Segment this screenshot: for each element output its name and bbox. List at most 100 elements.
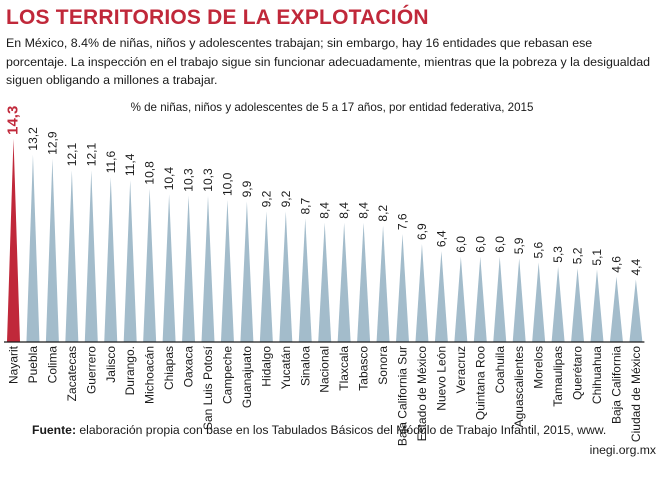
bar-21 bbox=[415, 244, 429, 342]
value-label-19: 8,2 bbox=[376, 205, 390, 222]
bar-29 bbox=[571, 268, 585, 342]
category-label-12: Guanajuato bbox=[240, 346, 254, 408]
bar-22 bbox=[434, 251, 448, 342]
value-label-23: 6,0 bbox=[454, 236, 468, 253]
bar-0 bbox=[7, 138, 20, 342]
value-label-16: 8,4 bbox=[318, 202, 332, 219]
value-label-30: 5,1 bbox=[590, 249, 604, 266]
bar-4 bbox=[84, 170, 98, 342]
value-label-5: 11,6 bbox=[104, 151, 118, 174]
value-label-15: 8,7 bbox=[298, 197, 312, 214]
category-label-15: Sinaloa bbox=[298, 346, 312, 386]
value-label-17: 8,4 bbox=[337, 202, 351, 219]
bar-13 bbox=[259, 211, 273, 342]
value-label-1: 13,2 bbox=[26, 127, 40, 151]
source-url: inegi.org.mx bbox=[589, 443, 656, 457]
category-label-11: Campeche bbox=[220, 346, 234, 404]
value-label-13: 9,2 bbox=[259, 190, 273, 207]
category-label-20: Baja California Sur bbox=[396, 346, 410, 446]
bar-9 bbox=[182, 195, 196, 342]
category-label-6: Durango. bbox=[123, 346, 137, 395]
category-label-16: Nacional bbox=[318, 346, 332, 393]
value-label-18: 8,4 bbox=[357, 202, 371, 219]
value-label-14: 9,2 bbox=[279, 190, 293, 207]
category-label-5: Jalisco bbox=[104, 346, 118, 383]
category-label-22: Nuevo León bbox=[434, 346, 448, 411]
category-label-23: Veracruz bbox=[454, 346, 468, 393]
bar-16 bbox=[318, 222, 332, 342]
value-label-6: 11,4 bbox=[123, 153, 137, 176]
category-label-25: Coahuila bbox=[493, 346, 507, 394]
bar-31 bbox=[609, 276, 623, 342]
bar-28 bbox=[551, 266, 565, 342]
value-label-25: 6,0 bbox=[493, 236, 507, 253]
bar-25 bbox=[493, 256, 507, 342]
value-label-12: 9,9 bbox=[240, 180, 254, 197]
bar-3 bbox=[65, 170, 79, 342]
bar-11 bbox=[220, 200, 234, 342]
category-label-13: Hidalgo bbox=[259, 346, 273, 387]
value-label-20: 7,6 bbox=[396, 213, 410, 230]
chart-subtitle: % de niñas, niños y adolescentes de 5 a … bbox=[130, 101, 534, 114]
category-label-19: Sonora bbox=[376, 346, 390, 385]
bar-23 bbox=[454, 256, 468, 342]
bar-19 bbox=[376, 225, 390, 342]
bar-32 bbox=[629, 279, 643, 342]
value-label-7: 10,8 bbox=[143, 161, 157, 185]
bar-27 bbox=[532, 262, 546, 342]
chart-title: LOS TERRITORIOS DE LA EXPLOTACIÓN bbox=[6, 6, 429, 29]
value-label-26: 5,9 bbox=[512, 237, 526, 254]
bar-26 bbox=[512, 258, 526, 342]
value-label-10: 10,3 bbox=[201, 168, 215, 192]
category-label-10: San Luis Potosí bbox=[201, 345, 215, 430]
bar-14 bbox=[279, 211, 293, 342]
value-label-11: 10,0 bbox=[220, 172, 234, 196]
bar-6 bbox=[123, 180, 137, 342]
bar-2 bbox=[45, 158, 59, 342]
value-label-4: 12,1 bbox=[84, 143, 98, 167]
category-label-7: Michoacán bbox=[143, 346, 157, 404]
intro-text: En México, 8.4% de niñas, niños y adoles… bbox=[6, 36, 651, 87]
bar-1 bbox=[26, 154, 40, 342]
source-text: elaboración propia con base en los Tabul… bbox=[76, 423, 607, 437]
value-label-28: 5,3 bbox=[551, 246, 565, 263]
value-label-0: 14,3 bbox=[5, 106, 22, 135]
category-label-28: Tamaulipas bbox=[551, 346, 565, 407]
bar-7 bbox=[143, 188, 157, 342]
category-label-21: Estado de México bbox=[415, 346, 429, 442]
bar-5 bbox=[104, 177, 118, 342]
bar-18 bbox=[357, 222, 371, 342]
category-label-8: Chiapas bbox=[162, 346, 176, 390]
bar-24 bbox=[473, 256, 487, 342]
category-label-26: Aguascalientes bbox=[512, 346, 526, 427]
value-label-29: 5,2 bbox=[571, 247, 585, 264]
bar-12 bbox=[240, 201, 254, 342]
category-label-3: Zacatecas bbox=[65, 346, 79, 401]
bar-17 bbox=[337, 222, 351, 342]
source-label: Fuente: bbox=[32, 423, 77, 437]
value-label-32: 4,4 bbox=[629, 258, 643, 275]
category-label-0: Nayarit bbox=[7, 345, 21, 384]
value-label-22: 6,4 bbox=[434, 230, 448, 247]
value-label-27: 5,6 bbox=[532, 241, 546, 258]
category-label-1: Puebla bbox=[26, 346, 40, 384]
category-label-17: Tlaxcala bbox=[337, 346, 351, 391]
value-label-2: 12,9 bbox=[45, 131, 59, 155]
value-label-8: 10,4 bbox=[162, 167, 176, 191]
category-label-18: Tabasco bbox=[357, 346, 371, 391]
source-note: Fuente: elaboración propia con base en l… bbox=[32, 420, 656, 460]
category-label-31: Baja California bbox=[609, 346, 623, 424]
bar-8 bbox=[162, 194, 176, 342]
value-label-24: 6,0 bbox=[473, 236, 487, 253]
category-label-27: Morelos bbox=[532, 346, 546, 389]
category-label-30: Chihuahua bbox=[590, 346, 604, 404]
value-label-3: 12,1 bbox=[65, 143, 79, 167]
category-label-29: Querétaro bbox=[571, 346, 585, 400]
category-label-2: Colima bbox=[45, 346, 59, 384]
bar-20 bbox=[396, 234, 409, 342]
value-label-31: 4,6 bbox=[609, 256, 623, 273]
category-label-32: Ciudad de México bbox=[629, 346, 643, 442]
bar-15 bbox=[298, 218, 312, 342]
bar-30 bbox=[590, 269, 604, 342]
